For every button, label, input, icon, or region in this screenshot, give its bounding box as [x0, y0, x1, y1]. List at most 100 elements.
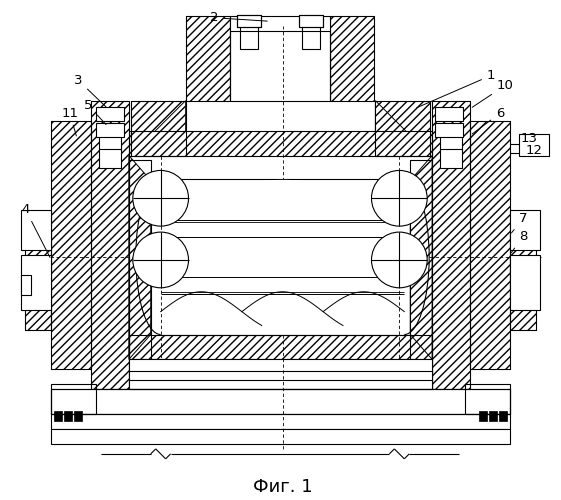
Bar: [519, 134, 549, 156]
Bar: [51, 389, 510, 414]
Bar: [299, 16, 323, 27]
Bar: [51, 429, 510, 444]
Bar: [237, 16, 261, 27]
Bar: [129, 130, 432, 360]
Bar: [510, 230, 536, 330]
Bar: [21, 210, 51, 250]
Text: 11: 11: [61, 106, 78, 136]
Bar: [499, 411, 507, 421]
Bar: [129, 160, 151, 389]
Bar: [129, 130, 432, 156]
Bar: [91, 101, 129, 389]
Bar: [129, 130, 432, 156]
Polygon shape: [129, 156, 151, 360]
Text: 8: 8: [511, 230, 527, 252]
Polygon shape: [375, 101, 430, 156]
Bar: [330, 16, 375, 101]
Circle shape: [371, 232, 427, 288]
Bar: [375, 101, 430, 156]
Text: 13: 13: [520, 132, 537, 145]
Bar: [299, 16, 323, 27]
Bar: [440, 148, 462, 169]
Bar: [432, 101, 470, 389]
Bar: [330, 16, 375, 101]
Bar: [302, 16, 320, 49]
Bar: [489, 411, 497, 421]
Bar: [99, 148, 121, 158]
Bar: [99, 158, 121, 168]
Text: 2: 2: [210, 12, 267, 24]
Bar: [375, 101, 430, 156]
Bar: [51, 384, 96, 414]
Circle shape: [133, 170, 188, 226]
Bar: [131, 101, 186, 156]
Bar: [131, 101, 186, 156]
Text: Фиг. 1: Фиг. 1: [253, 478, 313, 496]
Text: 5: 5: [84, 99, 106, 124]
Bar: [74, 411, 82, 421]
Bar: [440, 148, 462, 158]
Bar: [51, 120, 91, 370]
Bar: [410, 389, 460, 414]
Text: 6: 6: [472, 106, 504, 134]
Bar: [435, 107, 463, 120]
Bar: [240, 16, 258, 49]
Polygon shape: [131, 101, 186, 156]
Text: 12: 12: [525, 144, 542, 157]
Bar: [54, 411, 62, 421]
Polygon shape: [375, 101, 430, 156]
Text: 4: 4: [21, 203, 50, 258]
Bar: [230, 16, 330, 101]
Bar: [470, 120, 510, 370]
Text: 3: 3: [74, 74, 106, 107]
Bar: [240, 16, 258, 49]
Bar: [299, 16, 323, 27]
Bar: [91, 101, 129, 389]
Bar: [302, 16, 320, 49]
Circle shape: [371, 170, 427, 226]
Bar: [129, 334, 432, 359]
Bar: [465, 384, 510, 414]
Bar: [96, 122, 124, 136]
Bar: [51, 389, 101, 414]
Bar: [99, 130, 121, 150]
Bar: [129, 160, 151, 389]
Bar: [129, 334, 432, 359]
Bar: [479, 411, 487, 421]
Bar: [25, 230, 51, 330]
Bar: [186, 16, 230, 101]
Bar: [21, 255, 51, 310]
Bar: [25, 230, 51, 330]
Bar: [410, 160, 432, 389]
Bar: [96, 107, 124, 120]
Text: 10: 10: [472, 79, 514, 108]
Bar: [64, 411, 72, 421]
Bar: [129, 360, 432, 389]
Bar: [99, 130, 121, 140]
Circle shape: [133, 232, 188, 288]
Bar: [510, 230, 536, 330]
Text: 1: 1: [417, 69, 495, 108]
Bar: [237, 16, 261, 27]
Bar: [51, 389, 510, 414]
Bar: [435, 122, 463, 136]
Bar: [440, 130, 462, 150]
Text: 7: 7: [512, 212, 527, 233]
Bar: [432, 101, 470, 389]
Bar: [510, 210, 540, 250]
Bar: [99, 148, 121, 169]
Bar: [510, 255, 540, 310]
Bar: [440, 130, 462, 140]
Polygon shape: [410, 156, 432, 360]
Bar: [51, 414, 510, 429]
Polygon shape: [131, 101, 186, 156]
Bar: [440, 140, 462, 150]
Bar: [99, 140, 121, 150]
Bar: [440, 158, 462, 168]
Bar: [410, 160, 432, 389]
Bar: [237, 16, 261, 27]
Bar: [470, 120, 510, 370]
Ellipse shape: [154, 180, 412, 334]
Bar: [21, 275, 31, 294]
Bar: [186, 16, 230, 101]
